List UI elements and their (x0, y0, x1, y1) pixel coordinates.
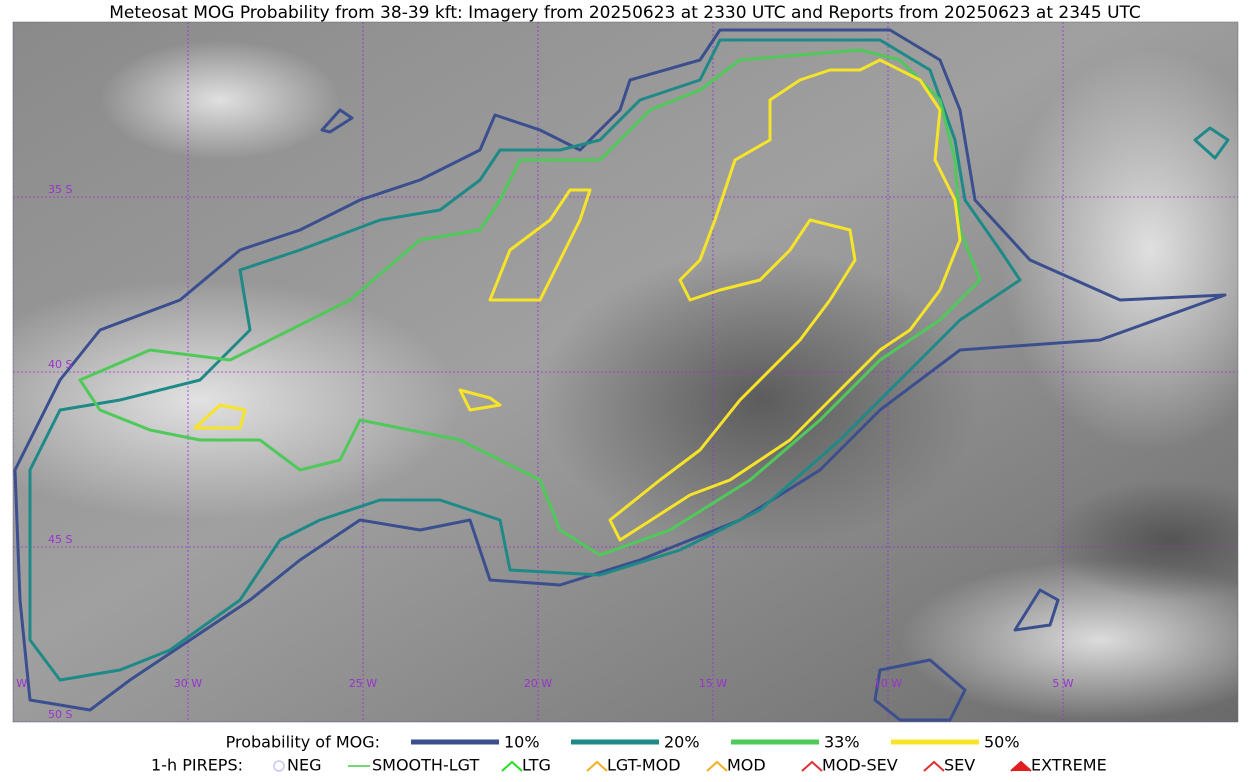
dark-area (1050, 480, 1238, 600)
pirep-marker (273, 760, 285, 772)
contour (320, 108, 354, 134)
contour (488, 188, 592, 302)
contour (458, 388, 502, 412)
latitude-label: 35 S (48, 183, 72, 196)
latitude-label: 50 S (48, 708, 72, 721)
pirep-marker (586, 760, 608, 772)
longitude-label: 35 W (0, 677, 27, 690)
longitude-label: 10 W (874, 677, 902, 690)
legend-title: Probability of MOG: (226, 733, 380, 752)
longitude-label: 30 W (174, 677, 202, 690)
contour (28, 38, 1022, 682)
pirep-label: NEG (287, 756, 321, 775)
legend-label: 50% (984, 733, 1020, 752)
contour (193, 403, 247, 430)
map: 35 S 40 S 45 S 50 S 35 W 30 W 25 W 20 W 15 W 10 W… (0, 22, 1238, 722)
pirep-label: MOD-SEV (822, 756, 898, 775)
contour (78, 48, 982, 557)
cloud (100, 40, 340, 160)
legend: Probability of MOG: 10% 20% 33% 50% 1-h PIREP… (151, 733, 1107, 775)
pirep-label: MOD (727, 756, 766, 775)
pirep-label: SEV (944, 756, 975, 775)
graticule (13, 22, 1238, 722)
contour (13, 28, 1227, 712)
title: Meteosat MOG Probability from 38-39 kft:… (109, 3, 1141, 23)
legend-label: 10% (504, 733, 540, 752)
cloud (1000, 50, 1238, 450)
longitude-label: 25 W (349, 677, 377, 690)
pirep-marker (501, 760, 523, 772)
contour (1013, 588, 1060, 632)
pirep-marker (1010, 760, 1032, 772)
legend-label: 20% (664, 733, 700, 752)
latitude-label: 45 S (48, 533, 72, 546)
latitude-label: 40 S (48, 358, 72, 371)
pirep-marker (706, 760, 728, 772)
legend-label: 33% (824, 733, 860, 752)
pirep-label: SMOOTH-LGT (372, 756, 479, 775)
pirep-label: EXTREME (1031, 756, 1107, 775)
contour (873, 658, 967, 722)
cloud (900, 560, 1238, 720)
pirep-label: LGT-MOD (607, 756, 681, 775)
longitude-label: 15 W (699, 677, 727, 690)
longitude-label: 20 W (524, 677, 552, 690)
pirep-marker (923, 760, 945, 772)
pirep-label: LTG (522, 756, 551, 775)
axis-labels: 35 S 40 S 45 S 50 S 35 W 30 W 25 W 20 W 15 W 10 W… (0, 183, 1074, 721)
contour (1193, 126, 1230, 160)
dark-area (540, 250, 980, 550)
map-frame (12, 21, 1239, 723)
legend-title: 1-h PIREPS: (151, 756, 243, 775)
pirep-marker (801, 760, 823, 772)
cloud (13, 280, 460, 520)
longitude-label: 5 W (1052, 677, 1073, 690)
contour (608, 58, 962, 542)
